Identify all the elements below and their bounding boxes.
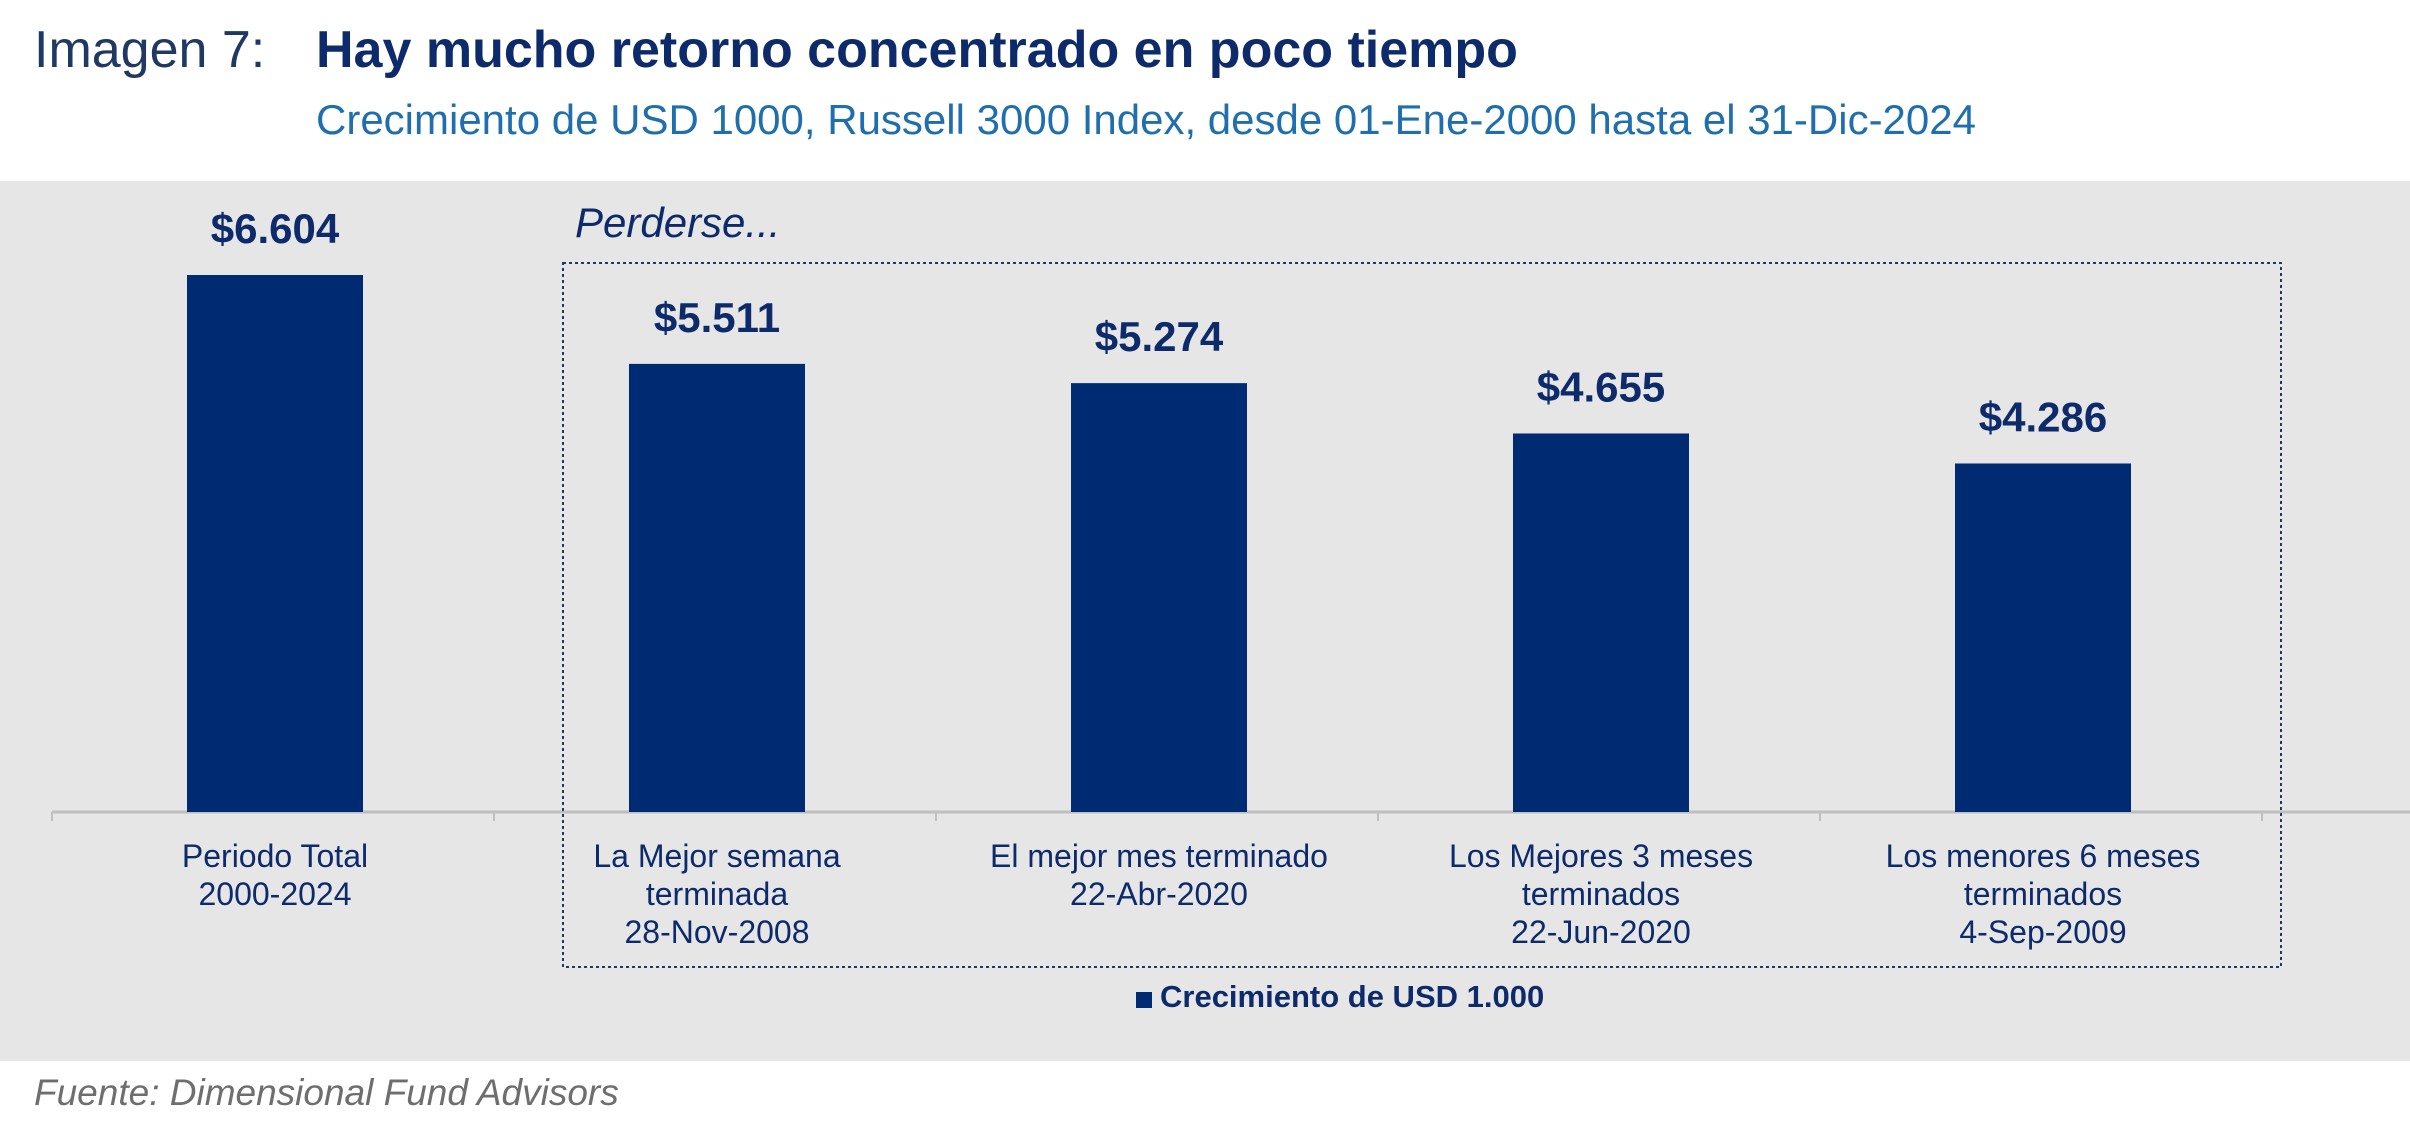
data-label: $6.604 [211,205,340,252]
x-tick-label: Periodo Total [182,838,368,874]
bar [629,363,805,812]
data-label: $5.274 [1095,313,1224,360]
x-tick-label: 4-Sep-2009 [1959,914,2126,950]
data-label: $4.655 [1537,363,1665,410]
chart-subtitle: Crecimiento de USD 1000, Russell 3000 In… [316,96,1976,143]
bar [187,275,363,812]
x-tick-label: terminados [1522,876,1680,912]
x-tick-label: terminados [1964,876,2122,912]
legend-label: Crecimiento de USD 1.000 [1160,979,1544,1014]
figure-number: Imagen 7: [34,21,266,79]
bar [1955,463,2131,812]
bar [1513,433,1689,812]
x-tick-label: 22-Jun-2020 [1511,914,1691,950]
x-tick-label: 28-Nov-2008 [625,914,810,950]
source-note: Fuente: Dimensional Fund Advisors [34,1072,619,1113]
x-tick-label: 22-Abr-2020 [1070,876,1248,912]
x-tick-label: Los Mejores 3 meses [1449,838,1753,874]
x-tick-label: El mejor mes terminado [990,838,1328,874]
data-label: $4.286 [1979,393,2107,440]
x-tick-label: 2000-2024 [198,876,351,912]
x-tick-label: La Mejor semana [593,838,840,874]
legend-swatch [1136,992,1152,1008]
annotation-label: Perderse... [575,199,780,246]
bar [1071,383,1247,812]
x-tick-label: terminada [646,876,789,912]
x-tick-label: Los menores 6 meses [1886,838,2201,874]
data-label: $5.511 [654,294,780,341]
chart-title: Hay mucho retorno concentrado en poco ti… [316,21,1518,79]
annotation-box [562,262,2282,968]
